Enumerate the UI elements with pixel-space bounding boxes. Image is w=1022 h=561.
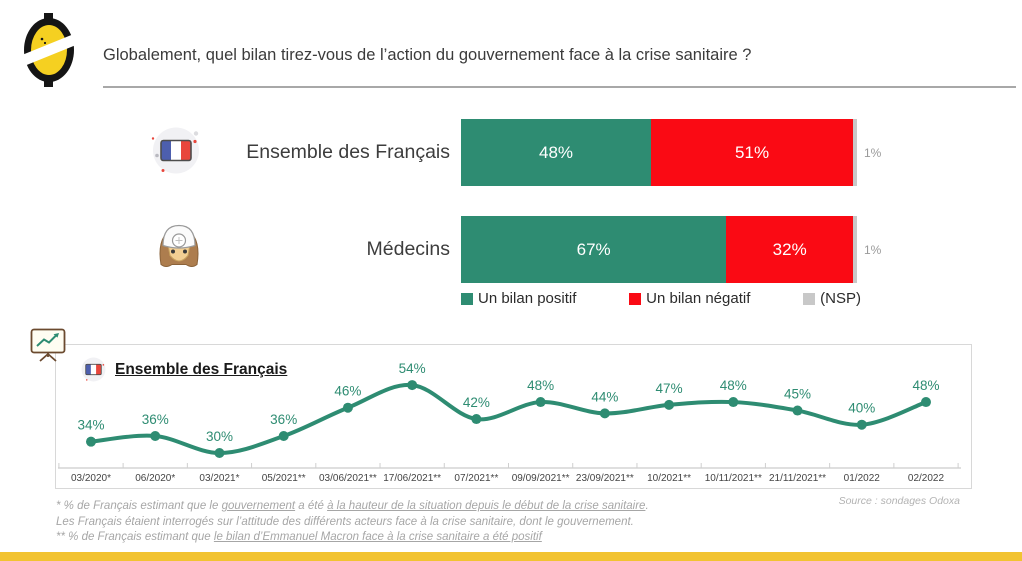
presentation-chart-graphic <box>30 328 66 362</box>
svg-text:36%: 36% <box>270 412 297 427</box>
svg-text:44%: 44% <box>591 389 618 404</box>
svg-text:10/11/2021**: 10/11/2021** <box>705 473 762 484</box>
france-flag-icon <box>150 124 202 181</box>
svg-text:46%: 46% <box>334 384 361 399</box>
trend-chart-panel: Ensemble des Français 34% 03/2020* 36% 06/2… <box>30 328 972 489</box>
svg-text:48%: 48% <box>527 378 554 393</box>
legend-label: Un bilan positif <box>478 290 577 307</box>
svg-text:45%: 45% <box>784 387 811 402</box>
svg-text:34%: 34% <box>77 418 104 433</box>
trend-chart-title: Ensemble des Français <box>115 360 288 378</box>
legend-item-positive: Un bilan positif <box>461 290 576 307</box>
trend-chart-header: Ensemble des Français <box>80 356 287 383</box>
legend-swatch-negative <box>629 292 642 305</box>
svg-text:05/2021**: 05/2021** <box>262 473 306 484</box>
source-note: Source : sondages Odoxa <box>838 495 960 507</box>
negative-segment: 51% <box>651 119 854 186</box>
svg-text:09/09/2021**: 09/09/2021** <box>512 473 570 484</box>
svg-text:48%: 48% <box>720 378 747 393</box>
france-flag-badge <box>151 127 199 173</box>
bar-row-label: Médecins <box>366 238 450 260</box>
odoxa-logo-graphic <box>7 13 93 87</box>
legend-swatch-nsp <box>803 292 816 305</box>
footnotes: * % de Français estimant que le gouverne… <box>56 499 649 546</box>
legend-label: (NSP) <box>820 290 861 307</box>
nsp-value-label: 1% <box>864 242 882 257</box>
svg-text:47%: 47% <box>656 381 683 396</box>
svg-text:17/06/2021**: 17/06/2021** <box>383 473 441 484</box>
svg-text:02/2022: 02/2022 <box>908 473 945 484</box>
legend-item-nsp: (NSP) <box>803 290 861 307</box>
bar-row-ensemble: Ensemble des Français 48% 51% 1% <box>0 119 1022 186</box>
legend-label: Un bilan négatif <box>646 290 751 307</box>
nsp-segment <box>853 216 857 283</box>
stacked-bar-ensemble: 48% 51% <box>461 119 857 186</box>
trend-line-chart: 34% 03/2020* 36% 06/2020* 30% 03/2021* 36% 05/2… <box>58 361 961 484</box>
svg-text:40%: 40% <box>848 401 875 416</box>
svg-text:48%: 48% <box>912 378 939 393</box>
stacked-bar-medecins: 67% 32% <box>461 216 857 283</box>
doctor-icon <box>150 218 208 281</box>
svg-text:23/09/2021**: 23/09/2021** <box>576 473 634 484</box>
negative-value: 51% <box>735 142 770 162</box>
positive-segment: 48% <box>461 119 652 186</box>
svg-text:36%: 36% <box>142 412 169 427</box>
footnote-line: ** % de Français estimant que le bilan d… <box>56 531 542 543</box>
svg-text:03/06/2021**: 03/06/2021** <box>319 473 377 484</box>
nsp-value-label: 1% <box>864 145 882 160</box>
legend-swatch-positive <box>461 292 473 305</box>
doctor-face-graphic <box>159 224 199 267</box>
nsp-segment <box>853 119 857 186</box>
title-divider <box>103 86 1016 88</box>
footnote-line: Les Français étaient interrogés sur l’at… <box>56 515 634 528</box>
svg-text:30%: 30% <box>206 429 233 444</box>
odoxa-logo <box>7 12 93 88</box>
page-title: Globalement, quel bilan tirez-vous de l’… <box>103 46 752 64</box>
svg-text:54%: 54% <box>399 361 426 376</box>
svg-text:01/2022: 01/2022 <box>844 473 881 484</box>
svg-text:42%: 42% <box>463 395 490 410</box>
france-flag-icon-small <box>81 357 106 382</box>
negative-segment: 32% <box>726 216 854 283</box>
chart-legend: Un bilan positif Un bilan négatif (NSP) <box>461 290 861 307</box>
legend-item-negative: Un bilan négatif <box>629 290 750 307</box>
footnote-line: * % de Français estimant que le gouverne… <box>56 500 649 512</box>
svg-text:21/11/2021**: 21/11/2021** <box>769 473 826 484</box>
positive-segment: 67% <box>461 216 727 283</box>
svg-text:03/2020*: 03/2020* <box>71 473 111 484</box>
accent-bar <box>0 552 1022 561</box>
positive-value: 48% <box>539 142 574 162</box>
svg-text:03/2021*: 03/2021* <box>199 473 239 484</box>
bar-row-medecins: Médecins 67% 32% 1% <box>0 216 1022 283</box>
svg-text:07/2021**: 07/2021** <box>454 473 498 484</box>
svg-text:06/2020*: 06/2020* <box>135 473 175 484</box>
positive-value: 67% <box>576 239 611 259</box>
presentation-chart-icon <box>28 325 68 365</box>
negative-value: 32% <box>772 239 807 259</box>
svg-text:10/2021**: 10/2021** <box>647 473 691 484</box>
bar-row-label: Ensemble des Français <box>246 141 450 163</box>
